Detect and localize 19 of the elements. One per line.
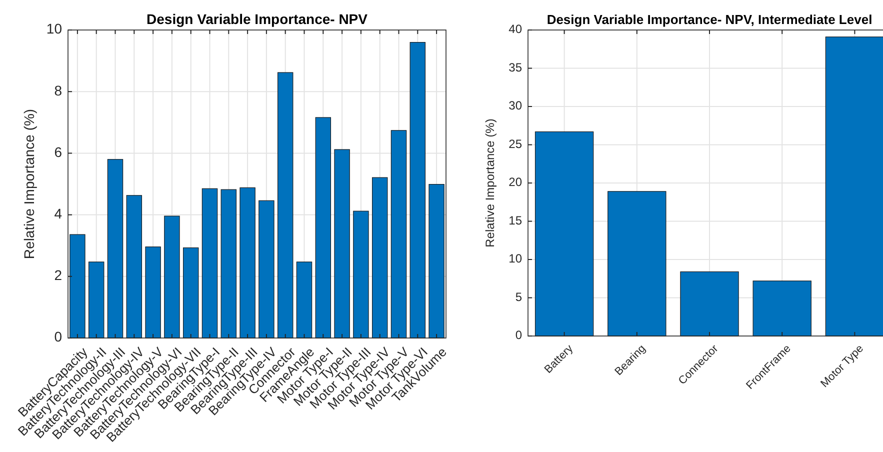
y-axis-title: Relative Importance (%) [483, 118, 497, 248]
y-tick-label: 10 [46, 20, 62, 37]
y-tick-label: 8 [54, 82, 62, 98]
y-tick-label: 6 [54, 144, 62, 160]
y-tick-label: 0 [54, 328, 62, 345]
y-tick-label: 10 [508, 252, 522, 266]
y-tick-label: 25 [508, 136, 522, 151]
chart-title: Design Variable Importance- NPV, Intermediate Level [546, 12, 872, 27]
chart-title: Design Variable Importance- NPV [146, 11, 368, 27]
y-tick-label: 2 [54, 267, 62, 284]
y-tick-label: 0 [515, 328, 522, 342]
y-tick-label: 30 [508, 98, 522, 113]
y-axis-title: Relative Importance (%) [21, 108, 37, 260]
y-tick-label: 20 [508, 175, 522, 190]
y-tick-label: 4 [54, 206, 62, 222]
y-tick-label: 40 [508, 22, 522, 36]
y-tick-label: 35 [508, 60, 522, 74]
y-tick-label: 15 [508, 213, 522, 228]
y-tick-label: 5 [515, 290, 522, 304]
